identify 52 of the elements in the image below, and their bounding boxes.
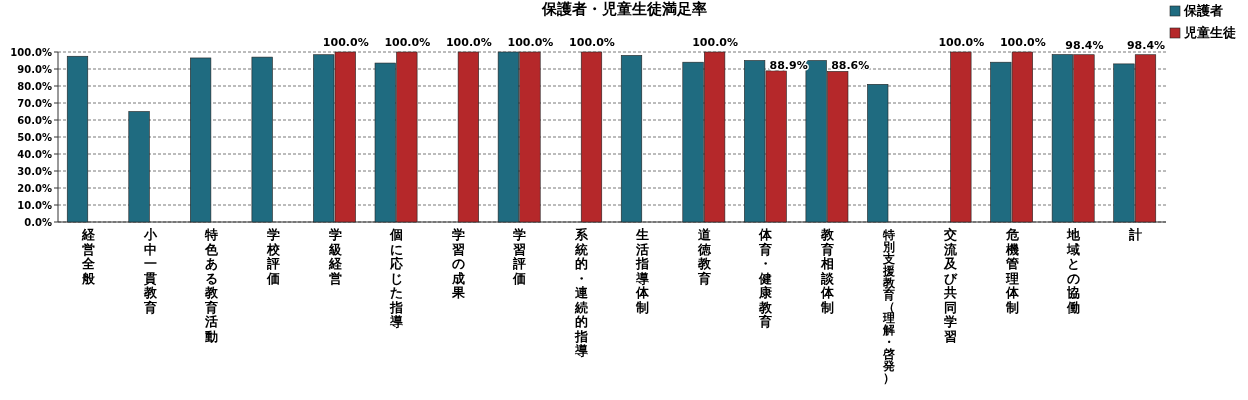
data-label: 100.0% bbox=[569, 36, 615, 49]
x-tick-label: 学級経営 bbox=[327, 227, 343, 286]
x-tick-label: 学習評価 bbox=[512, 227, 527, 286]
x-tick-label: 学校評価 bbox=[265, 227, 281, 286]
bar bbox=[457, 51, 479, 223]
data-label: 100.0% bbox=[384, 36, 431, 49]
x-tick-label: 交流及び共同学習 bbox=[943, 227, 959, 344]
y-tick-label: 90.0% bbox=[17, 63, 52, 75]
category-label: 特別支援教育（理解・啓発） bbox=[883, 228, 895, 386]
data-label: 100.0% bbox=[445, 36, 492, 49]
x-tick-label: 経営全般 bbox=[81, 227, 97, 286]
x-tick-label: 教育相談体制 bbox=[819, 227, 835, 315]
data-label: 98.4% bbox=[1065, 38, 1104, 52]
data-label: 100.0% bbox=[322, 36, 369, 49]
x-tick-label: 体育・健康教育 bbox=[758, 227, 774, 329]
x-tick-label: 特色ある教育活動 bbox=[204, 227, 220, 344]
y-tick-label: 70.0% bbox=[17, 97, 52, 109]
x-tick-label: 計 bbox=[1127, 227, 1142, 242]
x-tick-label: 個に応じた指導 bbox=[389, 227, 405, 329]
y-tick-label: 20.0% bbox=[17, 182, 52, 194]
y-tick-label: 10.0% bbox=[17, 199, 52, 211]
category-label: 系統的・連続的指導 bbox=[574, 227, 588, 358]
x-tick-label: 地域との協働 bbox=[1066, 227, 1082, 315]
legend-label: 保護者 bbox=[1183, 3, 1223, 18]
y-tick-label: 100.0% bbox=[10, 46, 52, 58]
bar bbox=[66, 55, 89, 223]
x-tick-label: 学習の成果 bbox=[450, 227, 466, 300]
bar bbox=[950, 51, 972, 223]
bar bbox=[620, 55, 643, 223]
y-tick-label: 40.0% bbox=[17, 148, 52, 160]
bar bbox=[190, 57, 212, 223]
data-label: 100.0% bbox=[999, 36, 1046, 49]
data-label: 100.0% bbox=[692, 36, 739, 49]
y-tick-label: 0.0% bbox=[24, 216, 52, 228]
data-label: 88.6% bbox=[831, 59, 870, 73]
y-tick-label: 50.0% bbox=[17, 131, 52, 143]
data-label: 100.0% bbox=[507, 36, 554, 49]
x-tick-label: 生活指導体制 bbox=[635, 227, 651, 315]
y-tick-label: 30.0% bbox=[17, 165, 52, 177]
data-label: 100.0% bbox=[938, 36, 985, 49]
chart-title: 保護者・児童生徒満足率 bbox=[540, 0, 707, 18]
x-tick-label: 危機管理体制 bbox=[1004, 227, 1020, 315]
y-tick-label: 80.0% bbox=[17, 80, 52, 92]
x-tick-label: 小中一貫教育 bbox=[142, 227, 158, 315]
bar bbox=[580, 51, 603, 223]
y-tick-label: 60.0% bbox=[17, 114, 52, 126]
legend-label: 児童生徒 bbox=[1183, 25, 1236, 40]
bar bbox=[867, 84, 889, 223]
bar bbox=[251, 56, 273, 223]
x-tick-label: 道徳教育 bbox=[696, 227, 712, 286]
data-label: 98.4% bbox=[1126, 38, 1166, 52]
bar bbox=[128, 111, 150, 223]
